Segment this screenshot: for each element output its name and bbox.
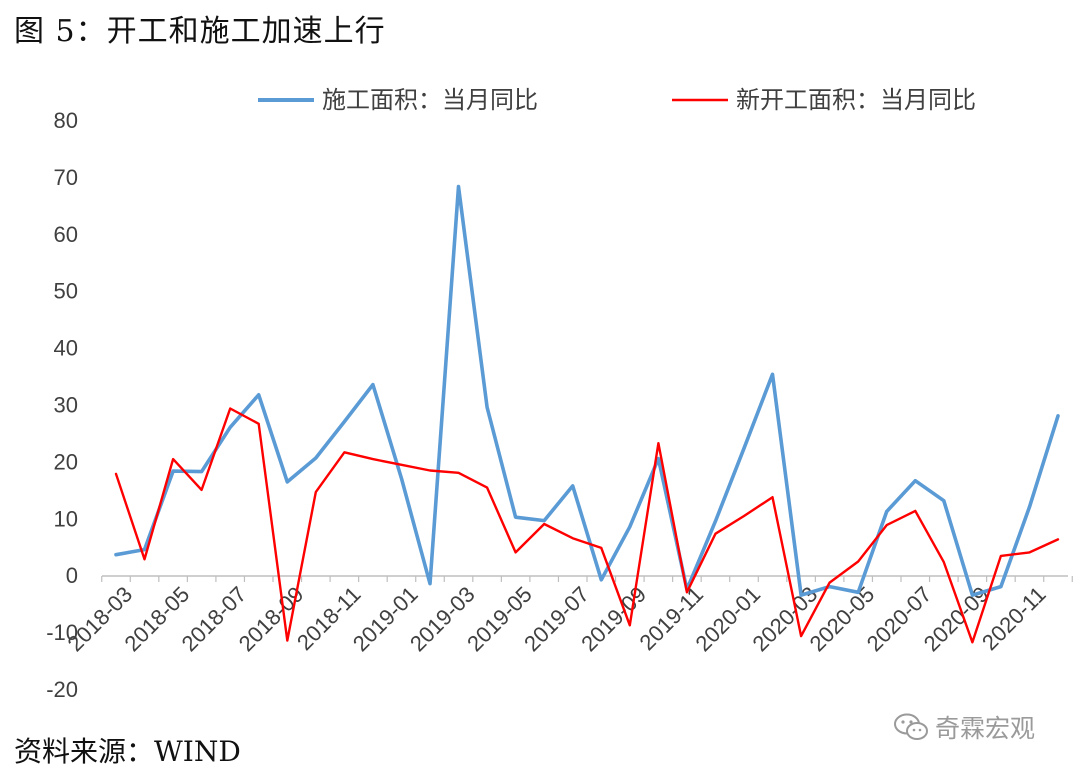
y-tick-label: -20 [46,677,78,702]
y-tick-label: 20 [54,449,78,474]
y-tick-label: 80 [54,108,78,133]
x-axis: 2018-032018-052018-072018-092018-112019-… [62,575,1073,656]
y-tick-label: 40 [54,336,78,361]
watermark: 奇霖宏观 [893,709,1035,745]
legend: 施工面积：当月同比 新开工面积：当月同比 [258,87,976,114]
legend-label: 新开工面积：当月同比 [736,87,976,114]
series-layer [114,184,1060,644]
y-tick-label: 50 [54,279,78,304]
y-axis-labels: -20 -10 0 10 20 30 40 50 60 70 80 [46,108,78,702]
legend-label: 施工面积：当月同比 [322,87,538,114]
line-chart: -20 -10 0 10 20 30 40 50 60 70 80 2018-032018-0520… [46,87,1073,702]
y-tick-label: 60 [54,222,78,247]
figure-title: 图 5：开工和施工加速上行 [14,14,386,49]
y-tick-label: 30 [54,393,78,418]
wechat-icon [894,713,928,740]
source-note: 资料来源：WIND [14,735,241,768]
y-tick-label: 0 [66,563,78,588]
watermark-text: 奇霖宏观 [935,714,1036,743]
y-tick-label: 10 [54,506,78,531]
y-tick-label: 70 [54,165,78,190]
series-line-new-start-area [114,407,1060,644]
series-line-construction-area [114,184,1060,597]
y-tick-label: -10 [46,620,78,645]
